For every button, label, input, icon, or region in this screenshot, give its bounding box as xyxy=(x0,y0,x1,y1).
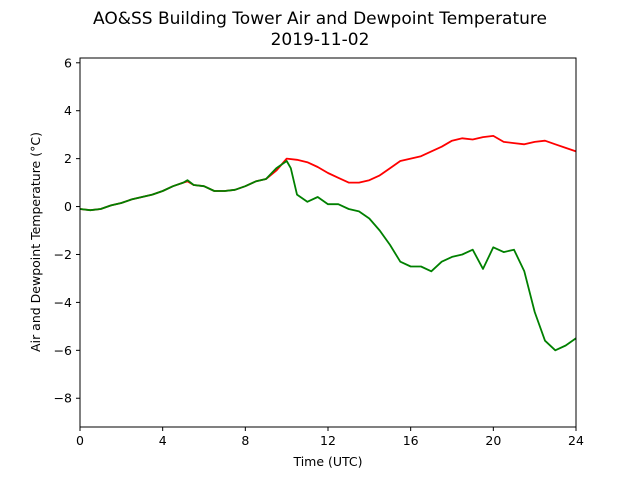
x-tick-label: 0 xyxy=(76,433,84,448)
y-tick-label: −2 xyxy=(54,247,72,262)
x-tick-label: 20 xyxy=(485,433,501,448)
chart-title: AO&SS Building Tower Air and Dewpoint Te… xyxy=(93,9,547,29)
x-tick-label: 16 xyxy=(403,433,419,448)
air-temperature-line xyxy=(79,134,577,212)
dewpoint-temperature-line xyxy=(79,160,577,352)
plot-frame xyxy=(79,57,577,428)
plot-lines xyxy=(79,134,577,352)
x-tick-label: 12 xyxy=(320,433,336,448)
y-tick-label: −4 xyxy=(54,295,72,310)
y-tick-label: −6 xyxy=(54,343,72,358)
x-axis: 0 4 8 12 16 20 24 xyxy=(76,427,584,448)
y-tick-label: 2 xyxy=(64,151,72,166)
chart-subtitle: 2019-11-02 xyxy=(271,30,370,50)
y-tick-label: 6 xyxy=(64,55,72,70)
y-axis-label: Air and Dewpoint Temperature (°C) xyxy=(28,132,43,352)
y-tick-label: −8 xyxy=(54,391,72,406)
x-tick-label: 4 xyxy=(159,433,167,448)
x-axis-label: Time (UTC) xyxy=(292,454,362,469)
y-tick-label: 0 xyxy=(64,199,72,214)
y-axis: −8 −6 −4 −2 0 2 4 6 xyxy=(54,55,80,406)
x-tick-label: 8 xyxy=(241,433,249,448)
y-tick-label: 4 xyxy=(64,103,72,118)
x-tick-label: 24 xyxy=(568,433,584,448)
